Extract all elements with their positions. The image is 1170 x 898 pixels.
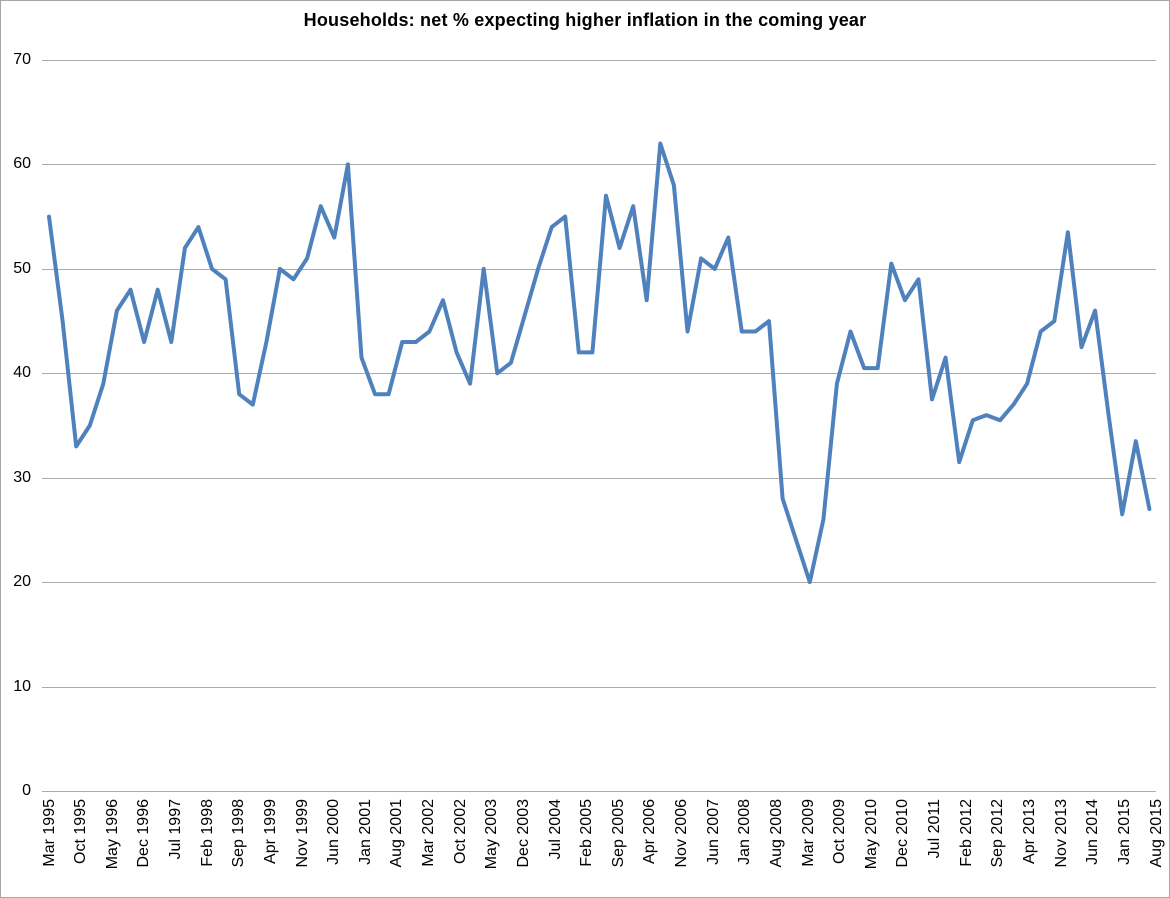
x-axis-label: Jul 2011 (926, 799, 944, 859)
x-axis-label: Oct 2009 (831, 799, 849, 864)
x-axis-label: Oct 1995 (72, 799, 90, 864)
x-axis-label: Mar 2002 (420, 799, 438, 867)
x-axis-label: Feb 2005 (578, 799, 596, 867)
x-axis-label: Jun 2007 (704, 799, 722, 865)
x-axis-label: Oct 2002 (451, 799, 469, 864)
x-axis-label: Apr 2006 (641, 799, 659, 864)
x-axis-label: Dec 1996 (135, 799, 153, 868)
x-axis-label: Dec 2003 (514, 799, 532, 868)
y-axis-label: 60 (13, 155, 31, 173)
x-axis-label: Aug 2001 (388, 799, 406, 868)
data-line (47, 141, 1152, 585)
x-axis-label: Sep 2005 (609, 799, 627, 868)
y-axis-label: 70 (13, 51, 31, 68)
x-axis-label: Sep 1998 (230, 799, 248, 868)
x-axis-label: Nov 2013 (1052, 799, 1070, 868)
x-axis-label: Nov 1999 (293, 799, 311, 868)
y-axis-label: 30 (13, 468, 31, 486)
x-axis-label: Mar 2009 (799, 799, 817, 867)
x-axis-label: May 2010 (862, 799, 880, 870)
x-axis-label: Jan 2008 (736, 799, 754, 865)
x-axis-label: Aug 2015 (1147, 799, 1165, 868)
x-axis-label: Apr 2013 (1020, 799, 1038, 864)
x-axis-label: Dec 2010 (894, 799, 912, 868)
x-axis-label: Jan 2015 (1115, 799, 1133, 865)
y-axis-label: 10 (13, 677, 31, 695)
x-axis-label: Feb 2012 (957, 799, 975, 867)
y-axis-label: 20 (13, 573, 31, 591)
chart-title: Households: net % expecting higher infla… (303, 10, 867, 30)
x-axis-label: Sep 2012 (989, 799, 1007, 868)
x-axis-label: Nov 2006 (673, 799, 691, 868)
y-axis-label: 50 (13, 259, 31, 277)
x-axis-label: Aug 2008 (767, 799, 785, 868)
x-axis-label: May 1996 (103, 799, 121, 870)
x-axis-label: Mar 1995 (40, 799, 58, 867)
y-axis-label: 40 (13, 364, 31, 382)
x-axis-label: Jul 1997 (167, 799, 184, 860)
x-axis-label: Feb 1998 (198, 799, 216, 867)
y-axis-label: 0 (22, 782, 31, 799)
x-axis-label: Jun 2000 (325, 799, 343, 865)
x-axis-label: May 2003 (483, 799, 501, 870)
x-axis-label: Jul 2004 (546, 799, 564, 860)
x-axis-label: Apr 1999 (261, 799, 279, 864)
x-axis-label: Jun 2014 (1084, 799, 1102, 865)
x-axis-label: Jan 2001 (356, 799, 374, 865)
